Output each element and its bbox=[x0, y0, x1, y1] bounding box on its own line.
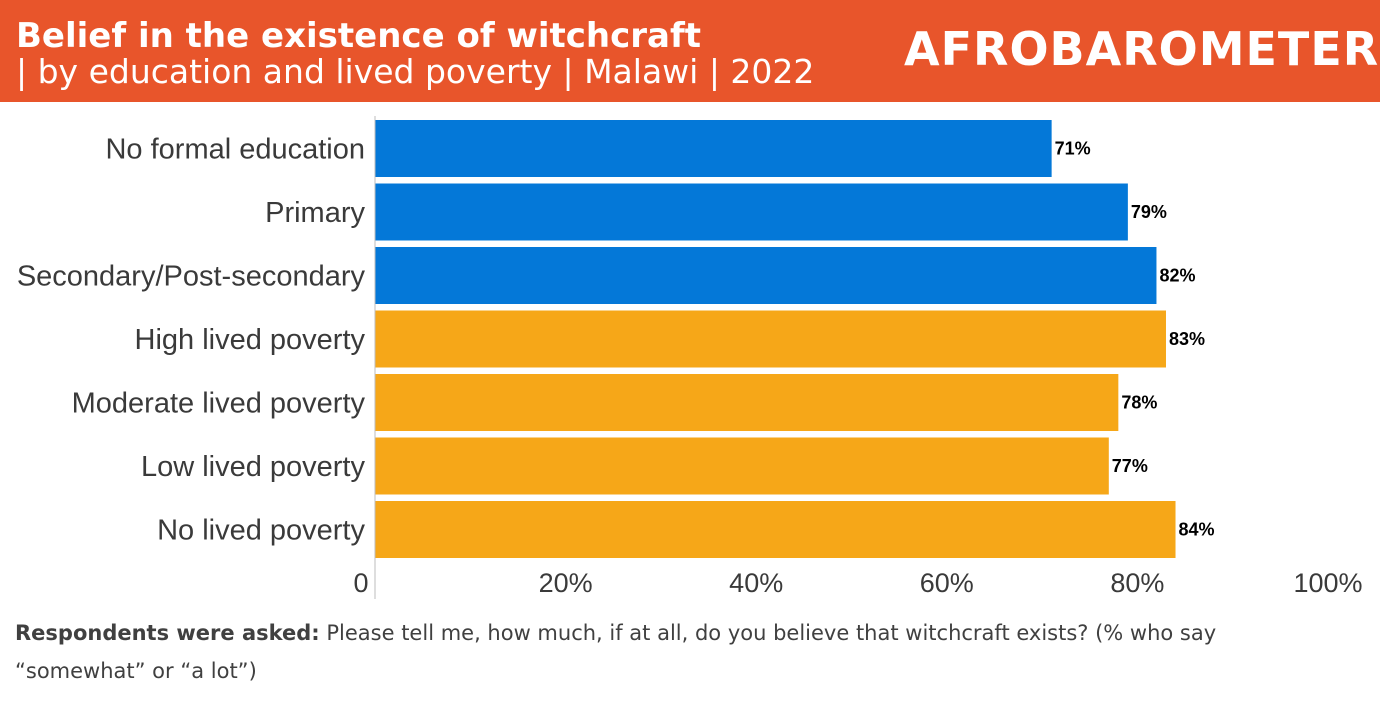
data-label: 83% bbox=[1169, 329, 1205, 349]
afrobarometer-logo: AFROBAROMETER bbox=[904, 22, 1380, 76]
footnote-label: Respondents were asked: bbox=[15, 621, 320, 645]
data-label: 84% bbox=[1179, 520, 1215, 540]
chart-title: Belief in the existence of witchcraft bbox=[16, 16, 702, 56]
bar-poverty bbox=[375, 374, 1119, 431]
footnote-question: Please tell me, how much, if at all, do … bbox=[15, 621, 1217, 683]
x-tick-label: 60% bbox=[920, 568, 974, 598]
x-tick-label: 20% bbox=[539, 568, 593, 598]
bar-chart: No formal education 71% Primary 79% Secondar… bbox=[17, 116, 1363, 599]
data-label: 71% bbox=[1055, 139, 1091, 159]
bar-education bbox=[375, 247, 1157, 304]
category-label: No formal education bbox=[105, 134, 365, 166]
chart-subtitle: | by education and lived poverty | Malaw… bbox=[16, 52, 815, 91]
category-label: High lived poverty bbox=[135, 324, 366, 356]
category-label: Secondary/Post-secondary bbox=[17, 261, 366, 293]
bar-education bbox=[375, 120, 1052, 177]
x-tick-label: 40% bbox=[729, 568, 783, 598]
x-tick-label: 100% bbox=[1293, 568, 1362, 598]
data-label: 82% bbox=[1159, 266, 1195, 286]
category-label: Low lived poverty bbox=[141, 451, 366, 483]
header-banner: Belief in the existence of witchcraft | … bbox=[0, 0, 1380, 102]
x-tick-label: 0 bbox=[353, 568, 368, 598]
bar-poverty bbox=[375, 501, 1176, 558]
category-label: Primary bbox=[265, 197, 365, 229]
category-label: No lived poverty bbox=[157, 515, 365, 547]
x-tick-label: 80% bbox=[1110, 568, 1164, 598]
bar-education bbox=[375, 183, 1128, 241]
category-label: Moderate lived poverty bbox=[72, 388, 366, 420]
bar-poverty bbox=[375, 437, 1109, 495]
data-label: 78% bbox=[1121, 393, 1157, 413]
data-label: 79% bbox=[1131, 202, 1167, 222]
footnote: Respondents were asked: Please tell me, … bbox=[15, 614, 1315, 690]
bar-poverty bbox=[375, 310, 1166, 368]
data-label: 77% bbox=[1112, 456, 1148, 476]
